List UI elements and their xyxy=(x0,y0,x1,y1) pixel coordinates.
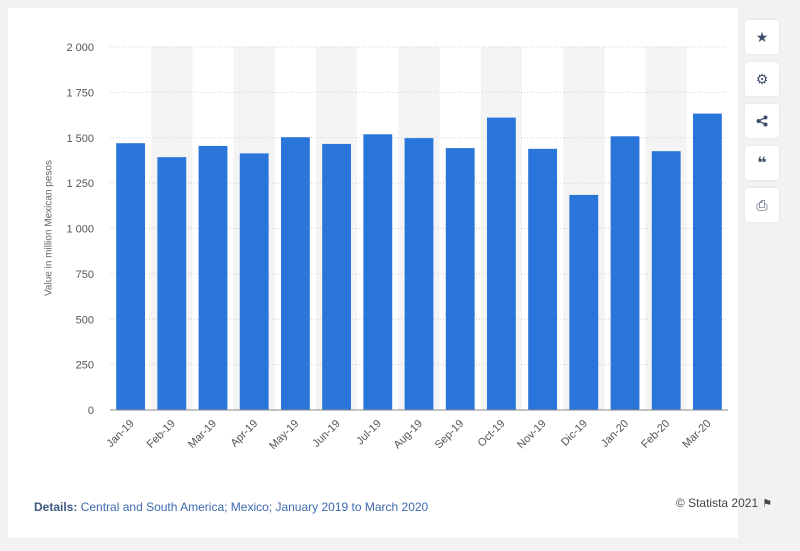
details-label: Details: xyxy=(34,500,78,514)
y-tick-label: 250 xyxy=(76,360,94,372)
print-icon[interactable]: ⎙ xyxy=(745,188,779,222)
flag-icon[interactable]: ⚑ xyxy=(762,498,772,510)
y-tick-label: 500 xyxy=(76,314,94,326)
x-tick-label: Mar-19 xyxy=(186,418,219,451)
x-tick-label: Apr-19 xyxy=(228,418,260,450)
x-tick-label: May-19 xyxy=(267,418,301,452)
y-tick-label: 1 500 xyxy=(66,133,94,145)
x-tick-label: Nov-19 xyxy=(515,418,549,452)
y-tick-label: 2 000 xyxy=(66,42,94,54)
y-tick-label: 1 750 xyxy=(66,87,94,99)
bar[interactable] xyxy=(692,113,722,410)
star-icon[interactable]: ★ xyxy=(745,20,779,54)
bar[interactable] xyxy=(445,148,475,410)
quote-icon[interactable]: ❝ xyxy=(745,146,779,180)
x-tick-label: Sep-19 xyxy=(433,418,467,452)
bar[interactable] xyxy=(363,134,393,410)
chart-toolbar: ★ ⚙ ❝ ⎙ xyxy=(745,20,781,230)
x-tick-label: Aug-19 xyxy=(392,418,426,452)
credit-text: © Statista 2021 xyxy=(675,496,759,510)
bar[interactable] xyxy=(322,143,352,410)
bar[interactable] xyxy=(486,117,516,410)
bar[interactable] xyxy=(239,153,269,410)
statista-credit[interactable]: © Statista 2021 ⚑ xyxy=(676,496,772,510)
x-tick-label: Feb-19 xyxy=(145,418,178,451)
y-tick-label: 1 250 xyxy=(66,178,94,190)
x-tick-label: Feb-20 xyxy=(639,418,672,451)
x-tick-label: Jan-20 xyxy=(599,418,631,450)
x-tick-label: Mar-20 xyxy=(680,418,713,451)
bar[interactable] xyxy=(157,157,187,410)
bar[interactable] xyxy=(651,151,681,410)
bar[interactable] xyxy=(569,194,599,410)
x-tick-label: Jan-19 xyxy=(104,418,136,450)
bar[interactable] xyxy=(528,148,558,410)
bar[interactable] xyxy=(610,136,640,410)
details-note: Details: Central and South America; Mexi… xyxy=(34,500,428,514)
bar[interactable] xyxy=(198,145,228,411)
bar[interactable] xyxy=(404,138,434,410)
bar[interactable] xyxy=(116,143,146,410)
x-tick-label: Jun-19 xyxy=(310,418,342,450)
y-axis-label: Value in million Mexican pesos xyxy=(43,160,55,296)
y-tick-label: 750 xyxy=(76,269,94,281)
y-tick-label: 1 000 xyxy=(66,224,94,236)
x-tick-label: Oct-19 xyxy=(476,418,508,450)
gear-icon[interactable]: ⚙ xyxy=(745,62,779,96)
y-tick-label: 0 xyxy=(88,405,94,417)
details-text: Central and South America; Mexico; Janua… xyxy=(80,500,429,514)
x-tick-label: Dic-19 xyxy=(559,418,590,449)
share-icon[interactable] xyxy=(745,104,779,138)
x-tick-label: Jul-19 xyxy=(354,418,384,448)
bar[interactable] xyxy=(280,137,310,410)
